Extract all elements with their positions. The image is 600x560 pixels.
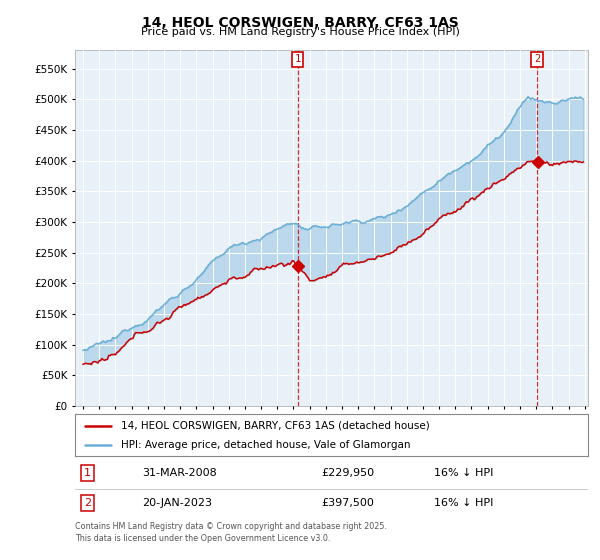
Text: 20-JAN-2023: 20-JAN-2023 xyxy=(142,498,212,508)
Text: 2: 2 xyxy=(84,498,91,508)
Text: Price paid vs. HM Land Registry's House Price Index (HPI): Price paid vs. HM Land Registry's House … xyxy=(140,27,460,37)
Text: 1: 1 xyxy=(85,468,91,478)
Text: HPI: Average price, detached house, Vale of Glamorgan: HPI: Average price, detached house, Vale… xyxy=(121,440,410,450)
Text: 2: 2 xyxy=(534,54,540,64)
Text: 1: 1 xyxy=(295,54,301,64)
Text: 16% ↓ HPI: 16% ↓ HPI xyxy=(434,468,493,478)
Text: Contains HM Land Registry data © Crown copyright and database right 2025.
This d: Contains HM Land Registry data © Crown c… xyxy=(75,522,387,543)
Text: 16% ↓ HPI: 16% ↓ HPI xyxy=(434,498,493,508)
Text: £397,500: £397,500 xyxy=(321,498,374,508)
Text: 14, HEOL CORSWIGEN, BARRY, CF63 1AS (detached house): 14, HEOL CORSWIGEN, BARRY, CF63 1AS (det… xyxy=(121,421,430,431)
Text: 31-MAR-2008: 31-MAR-2008 xyxy=(142,468,217,478)
Text: 14, HEOL CORSWIGEN, BARRY, CF63 1AS: 14, HEOL CORSWIGEN, BARRY, CF63 1AS xyxy=(142,16,458,30)
Text: £229,950: £229,950 xyxy=(321,468,374,478)
